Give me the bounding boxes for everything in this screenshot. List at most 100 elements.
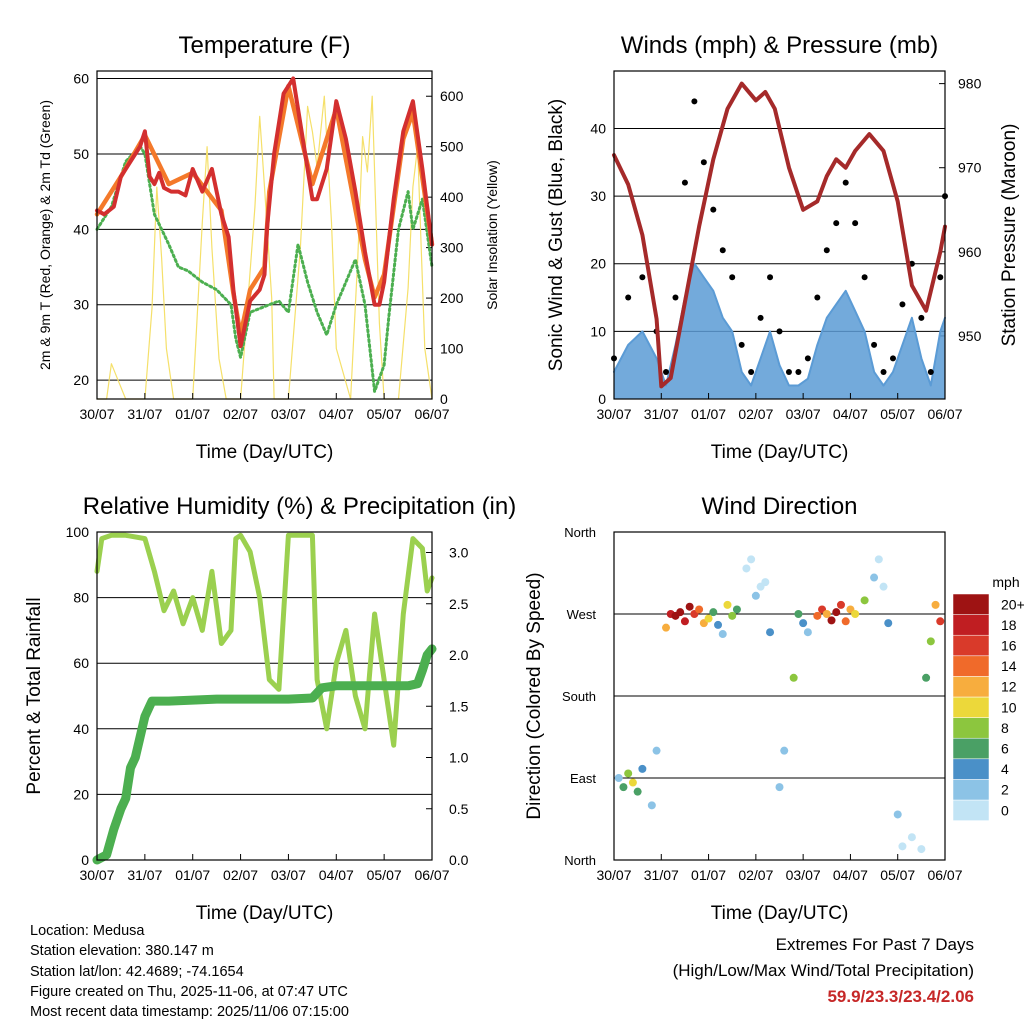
direction-ytick-label: North: [564, 525, 596, 540]
info-recent: Most recent data timestamp: 2025/11/06 0…: [30, 1004, 349, 1021]
humidity-xtick-label: 03/07: [271, 867, 306, 883]
temperature-ytick-right-label: 0: [440, 391, 448, 407]
colorbar-tick-label: 8: [1001, 720, 1009, 736]
direction-point: [803, 628, 812, 637]
gust-point: [814, 294, 821, 301]
direction-point: [709, 608, 718, 617]
colorbar-swatch: [952, 634, 990, 657]
extremes-box: Extremes For Past 7 Days (High/Low/Max W…: [673, 932, 974, 1010]
winds-frame: [613, 70, 946, 400]
humidity-ytick-label: 80: [73, 590, 89, 606]
direction-point: [907, 833, 916, 842]
direction-point: [789, 673, 798, 682]
colorbar-tick-label: 18: [1001, 617, 1017, 633]
temperature-ytick-label: 50: [73, 146, 89, 162]
humidity-ytick-right-label: 0.5: [449, 801, 469, 817]
direction-point: [680, 617, 689, 626]
temperature-xtick-label: 05/07: [367, 406, 402, 422]
wind_direction-xtick-label: 30/07: [596, 867, 631, 883]
extremes-subtitle: (High/Low/Max Wind/Total Precipitation): [672, 961, 974, 980]
humidity-xtick-label: 30/07: [79, 867, 114, 883]
gust-point: [889, 355, 896, 362]
humidity-ytick-label: 60: [73, 655, 89, 671]
temperature-ylabel-right: Solar Insolation (Yellow): [484, 160, 500, 310]
direction-point: [794, 610, 803, 618]
winds-xtick-label: 04/07: [833, 406, 868, 422]
direction-point: [647, 801, 656, 810]
gust-point: [852, 220, 859, 227]
gust-point: [700, 159, 707, 166]
temperature-frame: [96, 70, 433, 400]
direction-ytick-label: South: [562, 689, 596, 704]
temperature-ytick-right-label: 600: [440, 88, 464, 104]
winds-ytick-right-label: 950: [958, 328, 982, 344]
direction-point: [926, 637, 935, 646]
direction-point: [747, 555, 756, 564]
winds-xtick-label: 05/07: [880, 406, 915, 422]
gust-point: [663, 368, 670, 375]
winds-ylabel-right: Station Pressure (Maroon): [999, 124, 1020, 347]
winds-xtick-label: 02/07: [738, 406, 773, 422]
precip-line: [92, 644, 437, 865]
temperature-ytick-label: 60: [73, 71, 89, 87]
gust-point: [729, 274, 736, 281]
wind_direction-xlabel: Time (Day/UTC): [711, 903, 849, 924]
direction-point: [813, 611, 822, 620]
gust-point: [880, 368, 887, 375]
extremes-values: 59.9/23.3/23.4/2.06: [827, 987, 974, 1006]
direction-ytick-label: West: [567, 607, 597, 622]
direction-point: [685, 602, 694, 611]
temperature-ytick-label: 30: [73, 297, 89, 313]
temperature-xtick-label: 02/07: [223, 406, 258, 422]
wind_direction-xtick-label: 06/07: [927, 867, 962, 883]
gust-point: [804, 355, 811, 362]
humidity-ytick-label: 20: [73, 786, 89, 802]
colorbar-swatch: [952, 737, 990, 760]
colorbar-swatch: [952, 779, 990, 801]
direction-point: [652, 746, 661, 755]
gust-point: [738, 341, 745, 348]
humidity-xtick-label: 04/07: [319, 867, 354, 883]
winds-ylabel: Sonic Wind & Gust (Blue, Black): [546, 99, 567, 371]
gust-point: [823, 247, 830, 254]
direction-point: [922, 673, 931, 682]
humidity-xtick-label: 06/07: [414, 867, 449, 883]
direction-ytick-label: East: [570, 771, 596, 786]
winds-ytick-label: 40: [590, 120, 606, 136]
dewpoint-line: [95, 144, 434, 393]
temperature-xtick-label: 06/07: [414, 406, 449, 422]
humidity-frame: [96, 531, 433, 861]
direction-point: [780, 746, 789, 755]
temperature-xtick-label: 31/07: [127, 406, 162, 422]
humidity-ytick-right-label: 1.5: [449, 698, 469, 714]
gust-point: [927, 368, 934, 375]
wind_direction-frame: [613, 531, 946, 861]
temperature-xtick-label: 01/07: [175, 406, 210, 422]
colorbar-tick-label: 10: [1001, 699, 1017, 715]
wind-line: [613, 262, 946, 387]
direction-ytick-label: North: [564, 853, 596, 868]
temperature-ytick-right-label: 500: [440, 139, 464, 155]
direction-point: [884, 619, 893, 628]
direction-point: [732, 605, 741, 614]
direction-point: [893, 810, 902, 819]
humidity-xtick-label: 01/07: [175, 867, 210, 883]
winds-xtick-label: 06/07: [927, 406, 962, 422]
humidity-ytick-right-label: 2.5: [449, 596, 469, 612]
direction-point: [822, 610, 831, 618]
humidity-ytick-right-label: 2.0: [449, 647, 469, 663]
humidity-title: Relative Humidity (%) & Precipitation (i…: [83, 493, 516, 520]
temperature-xtick-label: 30/07: [79, 406, 114, 422]
direction-point: [931, 600, 940, 609]
colorbar-tick-label: 2: [1001, 782, 1009, 798]
info-created: Figure created on Thu, 2025-11-06, at 07…: [30, 983, 348, 1000]
winds-ytick-label: 30: [590, 188, 606, 204]
info-location: Location: Medusa: [30, 923, 145, 939]
direction-point: [723, 600, 732, 609]
humidity-ytick-label: 40: [73, 721, 89, 737]
colorbar-swatch: [952, 655, 990, 677]
winds-ytick-right-label: 980: [958, 76, 982, 92]
wind_direction-title: Wind Direction: [701, 493, 857, 520]
direction-point: [936, 617, 945, 626]
